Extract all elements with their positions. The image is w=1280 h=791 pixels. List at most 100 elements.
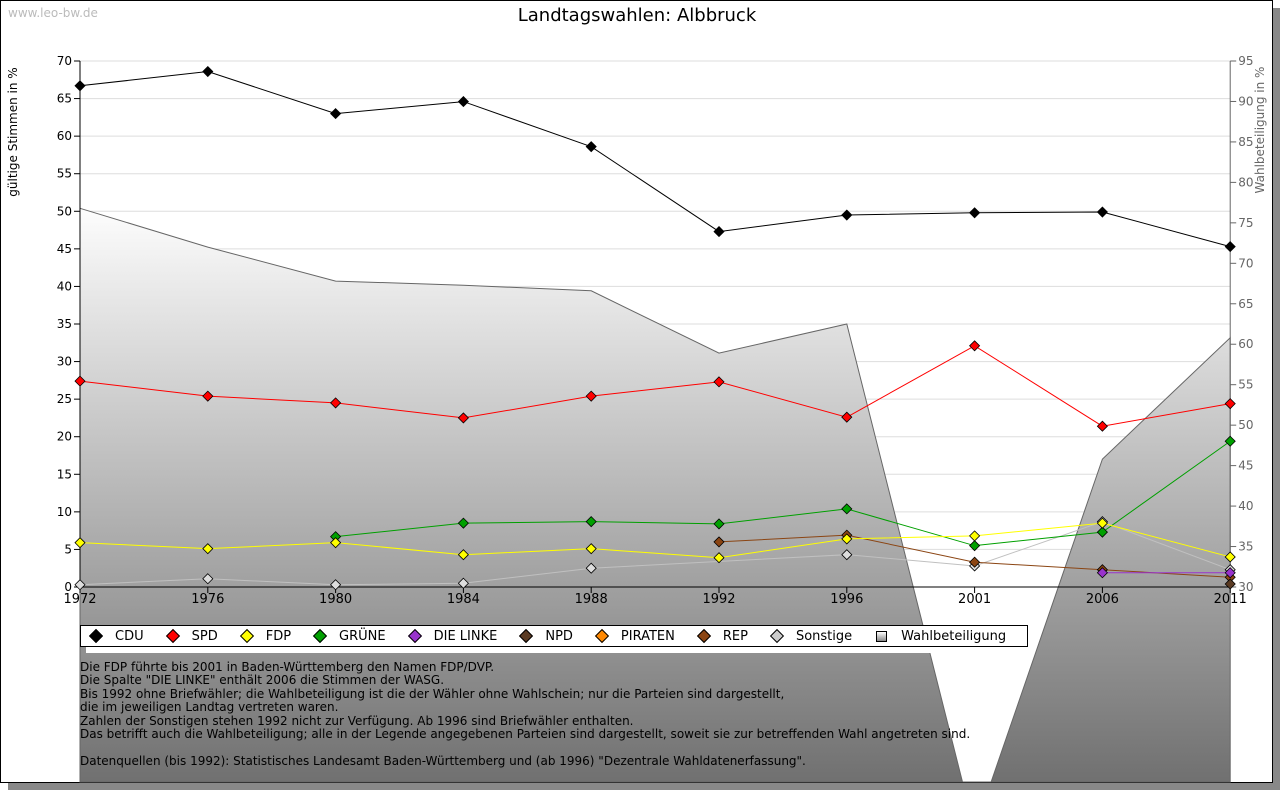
note-line: Die FDP führte bis 2001 in Baden-Württem… xyxy=(80,660,495,674)
data-point xyxy=(457,577,469,589)
data-point xyxy=(457,96,469,108)
series-die-linke xyxy=(1096,567,1236,579)
legend-label: FDP xyxy=(265,628,292,644)
legend-marker-icon xyxy=(407,628,422,644)
series-cdu xyxy=(74,65,1236,253)
y-tick-label: 60 xyxy=(57,129,72,143)
legend: CDU SPD FDP GRÜNE DIE LINKE NPD PIRATEN REP Sons… xyxy=(80,625,1028,647)
data-point xyxy=(841,209,853,221)
y2-tick-label: 50 xyxy=(1238,418,1253,432)
note-line: Das betrifft auch die Wahlbeteiligung; a… xyxy=(80,727,971,742)
data-point xyxy=(1224,551,1236,563)
data-point xyxy=(202,65,214,78)
y2-tick-label: 70 xyxy=(1238,256,1253,270)
legend-label: CDU xyxy=(115,628,144,644)
data-point xyxy=(1224,567,1236,579)
legend-label: SPD xyxy=(191,628,218,644)
x-tick-label: 1976 xyxy=(191,592,224,607)
y-tick-label: 15 xyxy=(57,467,72,481)
note-line xyxy=(80,741,970,754)
legend-label: GRÜNE xyxy=(339,628,386,644)
notes: Die FDP führte bis 2001 in Baden-Württem… xyxy=(80,660,971,768)
x-tick-label: 1996 xyxy=(830,592,863,607)
data-point xyxy=(330,579,342,591)
legend-marker-icon xyxy=(165,628,180,644)
data-point xyxy=(585,141,597,153)
legend-marker-icon xyxy=(519,628,534,644)
data-point xyxy=(74,375,86,387)
legend-label: PIRATEN xyxy=(620,628,675,644)
data-point xyxy=(969,340,981,352)
watermark: www.leo-bw.de xyxy=(8,6,98,20)
axes: 0 5 10 15 20 25 30 35 40 45 50 55 60 65 70 30 35 40 45 50 55… xyxy=(57,54,1254,607)
data-point xyxy=(841,549,853,561)
legend-item: Wahlbeteiligung xyxy=(876,629,1006,644)
data-point xyxy=(1096,567,1108,579)
legend-item: PIRATEN xyxy=(594,628,675,644)
y2-tick-label: 55 xyxy=(1238,378,1253,392)
legend-item: SPD xyxy=(165,628,218,644)
legend-label: DIE LINKE xyxy=(433,628,498,644)
legend-item: REP xyxy=(696,628,748,644)
x-tick-label: 1984 xyxy=(447,592,480,607)
legend-item: FDP xyxy=(239,628,292,644)
note-line: Datenquellen (bis 1992): Statistisches L… xyxy=(80,753,806,768)
series-layer xyxy=(74,65,1236,591)
data-point xyxy=(585,390,597,402)
y2-tick-label: 40 xyxy=(1238,499,1253,513)
legend-marker-icon xyxy=(88,628,104,644)
x-tick-label: 2011 xyxy=(1214,592,1247,607)
y2-tick-label: 90 xyxy=(1238,94,1253,108)
data-point xyxy=(330,537,342,549)
y-tick-label: 55 xyxy=(57,167,72,181)
x-tick-label: 1972 xyxy=(63,592,96,607)
legend-marker-icon xyxy=(594,628,609,644)
legend-item: Sonstige xyxy=(769,628,852,644)
y2-tick-label: 80 xyxy=(1238,175,1253,189)
y-tick-label: 40 xyxy=(57,279,72,293)
data-point xyxy=(713,552,725,564)
series-line xyxy=(335,440,1231,547)
y-tick-label: 70 xyxy=(57,54,72,68)
legend-marker-icon xyxy=(239,628,254,644)
legend-label: REP xyxy=(722,628,748,644)
legend-marker-icon xyxy=(769,628,785,644)
y-tick-label: 5 xyxy=(64,542,72,556)
data-point xyxy=(585,543,597,555)
data-point xyxy=(969,556,981,568)
data-point xyxy=(841,411,853,423)
legend-label: Wahlbeteiligung xyxy=(901,628,1007,644)
data-point xyxy=(713,226,725,238)
legend-marker-icon xyxy=(876,630,888,642)
data-point xyxy=(202,573,214,585)
series-spd xyxy=(74,340,1236,432)
legend-marker-icon xyxy=(312,628,328,644)
y2-tick-label: 65 xyxy=(1238,297,1253,311)
x-tick-label: 1980 xyxy=(319,592,352,607)
y-tick-label: 65 xyxy=(57,92,72,106)
y-tick-label: 10 xyxy=(57,505,72,519)
x-tick-label: 1988 xyxy=(575,592,608,607)
data-point xyxy=(841,503,853,515)
data-point xyxy=(74,579,86,591)
y2-tick-label: 95 xyxy=(1238,54,1253,68)
note-line: Zahlen der Sonstigen stehen 1992 nicht z… xyxy=(80,713,634,728)
data-point xyxy=(713,376,725,388)
legend-label: NPD xyxy=(545,628,573,644)
series-line xyxy=(79,345,1231,427)
data-point xyxy=(202,543,214,555)
data-point xyxy=(713,536,725,548)
chart-title: Landtagswahlen: Albbruck xyxy=(518,5,757,26)
y-tick-label: 50 xyxy=(57,204,72,218)
y-axis-label: gültige Stimmen in % xyxy=(6,67,20,196)
y2-tick-label: 30 xyxy=(1238,580,1253,594)
y-tick-label: 0 xyxy=(64,580,72,594)
y2-tick-label: 85 xyxy=(1238,135,1253,149)
series-grüne xyxy=(330,435,1236,552)
legend-item: GRÜNE xyxy=(312,628,386,644)
data-point xyxy=(1096,517,1108,529)
series-npd xyxy=(1224,578,1236,590)
data-point xyxy=(1224,578,1236,590)
data-point xyxy=(330,397,342,409)
data-point xyxy=(841,533,853,545)
